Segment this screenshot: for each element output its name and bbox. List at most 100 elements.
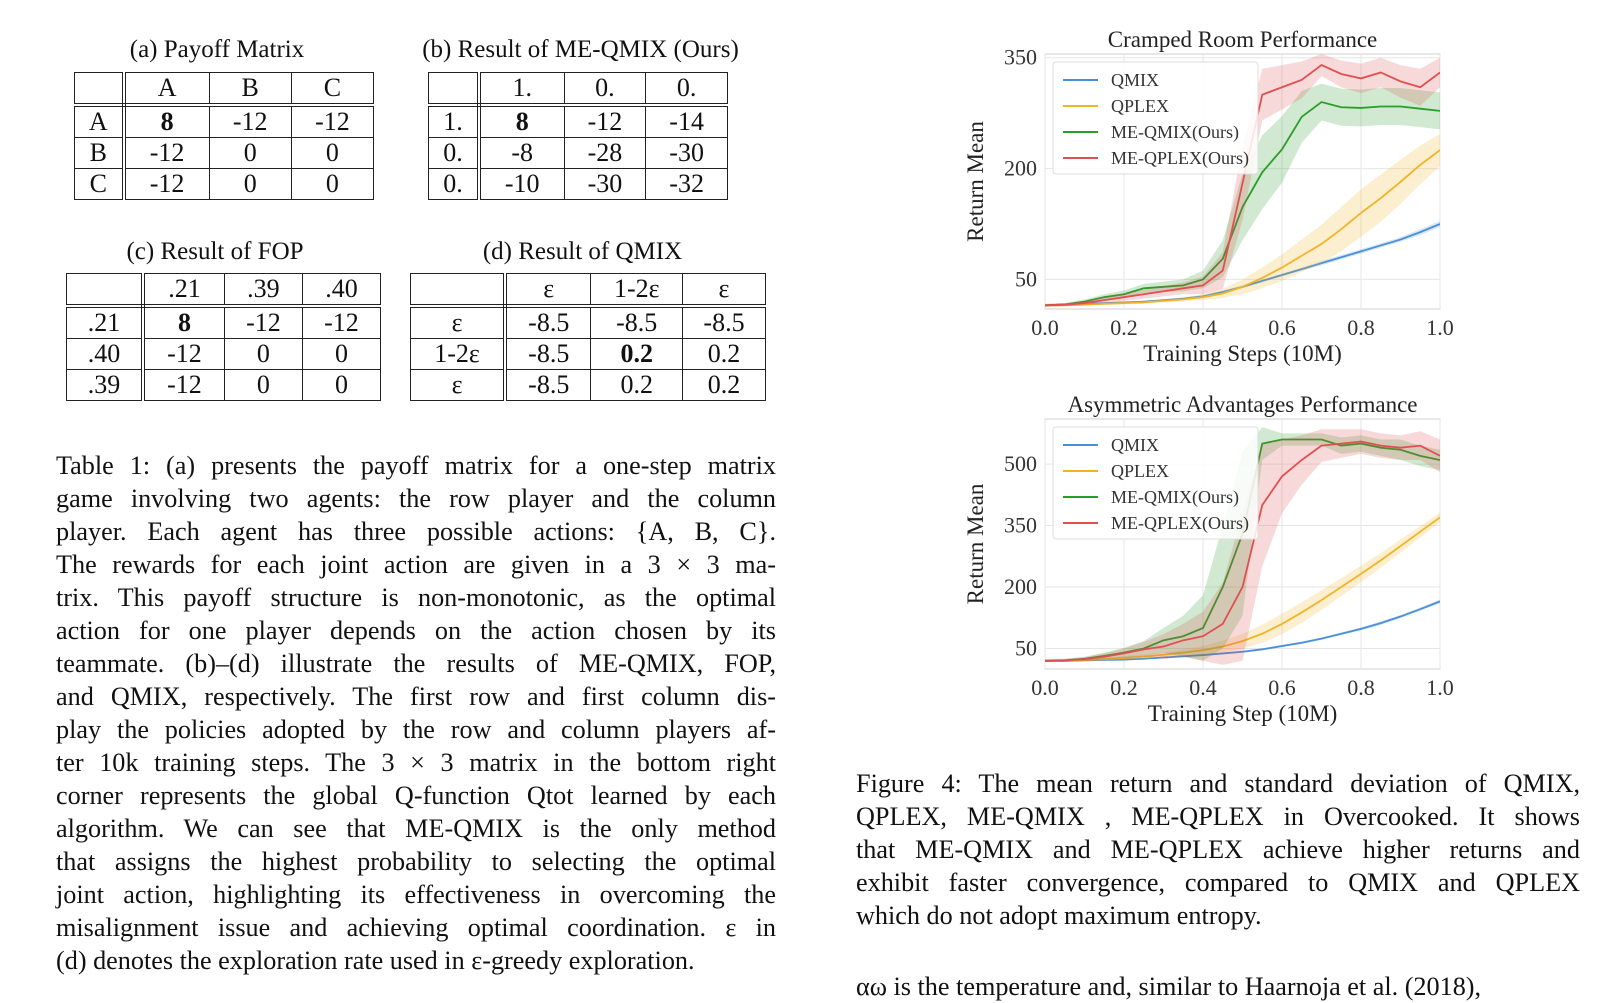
best-value: 0.2 <box>620 339 653 368</box>
y-tick-label: 200 <box>1004 156 1037 181</box>
legend-box <box>1052 61 1259 175</box>
x-tick-label: 0.6 <box>1268 675 1296 700</box>
legend-label: QPLEX <box>1111 96 1169 116</box>
table-row-header: B <box>73 137 126 169</box>
y-tick-label: 500 <box>1004 451 1037 476</box>
table-cell: -12 <box>123 168 210 200</box>
table-cell-best: 8 <box>142 305 225 339</box>
legend-label: ME-QPLEX(Ours) <box>1111 148 1249 169</box>
x-tick-label: 0.2 <box>1110 315 1138 340</box>
table-row: B -12 0 0 <box>73 137 375 169</box>
table-cell: -8.5 <box>682 305 766 339</box>
table-cell: 0 <box>290 168 375 200</box>
table-c: .21.39.40.21 8 -12 -12.40 -12 0 0.39 -12 0 0 <box>66 273 382 401</box>
std-band-me-qmix-ours- <box>1045 83 1440 307</box>
table-cell: -8.5 <box>504 369 592 401</box>
table-row: 0. -10 -30 -32 <box>427 168 728 200</box>
caption-line: and QMIX, respectively. The first row an… <box>56 682 776 711</box>
series-group <box>1045 54 1440 307</box>
table-cell: -8.5 <box>590 305 684 339</box>
caption-line: algorithm. We can see that ME-QMIX is th… <box>56 814 776 843</box>
legend-label: QMIX <box>1111 435 1159 455</box>
table-cell: -12 <box>563 104 647 138</box>
table-col-header: 0. <box>645 72 728 107</box>
table-row: .21 8 -12 -12 <box>66 305 382 339</box>
table-corner-cell <box>427 72 481 107</box>
table-corner-cell <box>66 273 146 308</box>
table-row-header: ε <box>410 305 508 339</box>
y-axis-label: Return Mean <box>963 483 988 604</box>
table-col-header: .21 <box>142 273 225 308</box>
caption-line: teammate. (b)–(d) illustrate the results… <box>56 649 776 678</box>
x-tick-label: 0.0 <box>1031 675 1059 700</box>
caption-line: Figure 4: The mean return and standard d… <box>856 769 1580 798</box>
table-row-header: ε <box>410 369 508 401</box>
table-row: A 8 -12 -12 <box>73 104 375 138</box>
best-value: 8 <box>160 107 174 136</box>
table-cell: 0.2 <box>682 338 766 370</box>
table-row-header: .21 <box>66 305 146 339</box>
table-d: ε 1-2ε ε ε -8.5 -8.5 -8.5 1-2ε -8.5 0.2 0.2 ε -8.5 0.… <box>410 273 766 401</box>
caption-line: which do not adopt maximum entropy. <box>856 901 1262 930</box>
body-text: αω is the temperature and, similar to Ha… <box>856 970 1580 1003</box>
table-cell: -30 <box>645 137 728 169</box>
table-cell: -28 <box>563 137 647 169</box>
x-tick-label: 0.8 <box>1347 675 1375 700</box>
table-cell: -12 <box>123 137 210 169</box>
y-tick-label: 50 <box>1015 636 1037 661</box>
table-c-title: (c) Result of FOP <box>126 238 304 265</box>
figure-caption: Figure 4: The mean return and standard d… <box>856 767 1580 932</box>
legend-label: QPLEX <box>1111 461 1169 481</box>
caption-line: Table 1: (a) presents the payoff matrix … <box>56 451 776 480</box>
y-tick-label: 350 <box>1004 513 1037 538</box>
table-row: ε -8.5 0.2 0.2 <box>410 369 766 401</box>
series-line-qplex <box>1045 149 1440 307</box>
table-col-header: .40 <box>301 273 382 308</box>
chart-cramped-room: Cramped Room Performance 0.0 0.2 0.4 0.6 0.8 1… <box>963 27 1454 366</box>
x-tick-label: 0.2 <box>1110 675 1138 700</box>
table-row-header: .39 <box>66 369 146 401</box>
table-b: 1. 0. 0. 1. 8 -12 -14 0. -8 -28 -30 0. -10 -30 -32 <box>427 72 728 200</box>
legend-label: QMIX <box>1111 70 1159 90</box>
table-caption: Table 1: (a) presents the payoff matrix … <box>56 449 776 977</box>
table-cell: -8.5 <box>504 305 592 339</box>
table-cell: -14 <box>645 104 728 138</box>
table-d-title: (d) Result of QMIX <box>482 238 683 265</box>
table-row: 1. 8 -12 -14 <box>427 104 728 138</box>
caption-line: joint action, highlighting its effective… <box>56 880 776 909</box>
series-line-qplex <box>1045 516 1440 662</box>
table-col-header: B <box>208 72 292 107</box>
x-tick-label: 0.4 <box>1189 315 1217 340</box>
std-band-qplex <box>1045 133 1440 307</box>
legend-label: ME-QMIX(Ours) <box>1111 122 1239 143</box>
table-cell: -12 <box>142 338 225 370</box>
table-cell-best: 0.2 <box>590 338 684 370</box>
table-cell: 0 <box>290 137 375 169</box>
table-col-header: 1. <box>478 72 565 107</box>
table-cell: 0 <box>208 168 292 200</box>
table-row: .40 -12 0 0 <box>66 338 382 370</box>
x-tick-label: 0.8 <box>1347 315 1375 340</box>
caption-line: misalignment issue and achieving optimal… <box>56 913 776 942</box>
table-cell: 0 <box>301 338 382 370</box>
table-cell-best: 8 <box>478 104 565 138</box>
table-col-header: 0. <box>563 72 647 107</box>
caption-line: game involving two agents: the row playe… <box>56 484 776 513</box>
table-corner-cell <box>73 72 126 107</box>
x-tick-label: 1.0 <box>1426 675 1454 700</box>
legend-label: ME-QMIX(Ours) <box>1111 487 1239 508</box>
caption-line: that ME-QMIX and ME-QPLEX achieve higher… <box>856 835 1580 864</box>
caption-line: that assigns the highest probability to … <box>56 847 776 876</box>
x-axis-label: Training Steps (10M) <box>1143 341 1342 366</box>
series-line-qmix <box>1045 600 1440 662</box>
table-cell: 0.2 <box>682 369 766 401</box>
table-row-header: .40 <box>66 338 146 370</box>
std-band-me-qplex-ours- <box>1045 429 1440 665</box>
series-line-me-qmix-ours- <box>1045 101 1440 307</box>
table-a: A B C A 8 -12 -12 B -12 0 0 C -12 0 0 <box>73 72 375 200</box>
x-axis-label: Training Step (10M) <box>1148 701 1338 726</box>
x-tick-label: 1.0 <box>1426 315 1454 340</box>
table-row: C -12 0 0 <box>73 168 375 200</box>
series-line-me-qplex-ours- <box>1045 440 1440 662</box>
table-cell: -12 <box>223 305 303 339</box>
